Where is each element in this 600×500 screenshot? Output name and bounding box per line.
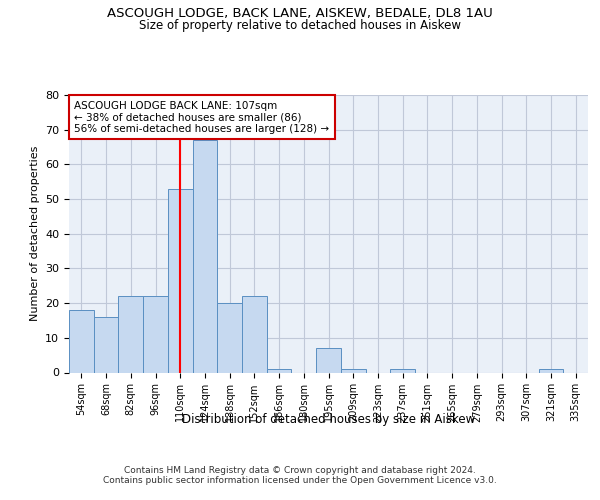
Bar bbox=[267, 369, 292, 372]
Bar bbox=[341, 369, 365, 372]
Bar bbox=[390, 369, 415, 372]
Bar bbox=[193, 140, 217, 372]
Bar bbox=[316, 348, 341, 372]
Bar bbox=[69, 310, 94, 372]
Bar bbox=[118, 296, 143, 372]
Bar bbox=[143, 296, 168, 372]
Text: Size of property relative to detached houses in Aiskew: Size of property relative to detached ho… bbox=[139, 18, 461, 32]
Bar bbox=[242, 296, 267, 372]
Y-axis label: Number of detached properties: Number of detached properties bbox=[29, 146, 40, 322]
Bar bbox=[217, 303, 242, 372]
Text: ASCOUGH LODGE, BACK LANE, AISKEW, BEDALE, DL8 1AU: ASCOUGH LODGE, BACK LANE, AISKEW, BEDALE… bbox=[107, 8, 493, 20]
Bar bbox=[168, 188, 193, 372]
Text: Contains HM Land Registry data © Crown copyright and database right 2024.
Contai: Contains HM Land Registry data © Crown c… bbox=[103, 466, 497, 485]
Text: Distribution of detached houses by size in Aiskew: Distribution of detached houses by size … bbox=[182, 412, 475, 426]
Bar bbox=[539, 369, 563, 372]
Text: ASCOUGH LODGE BACK LANE: 107sqm
← 38% of detached houses are smaller (86)
56% of: ASCOUGH LODGE BACK LANE: 107sqm ← 38% of… bbox=[74, 100, 329, 134]
Bar bbox=[94, 317, 118, 372]
